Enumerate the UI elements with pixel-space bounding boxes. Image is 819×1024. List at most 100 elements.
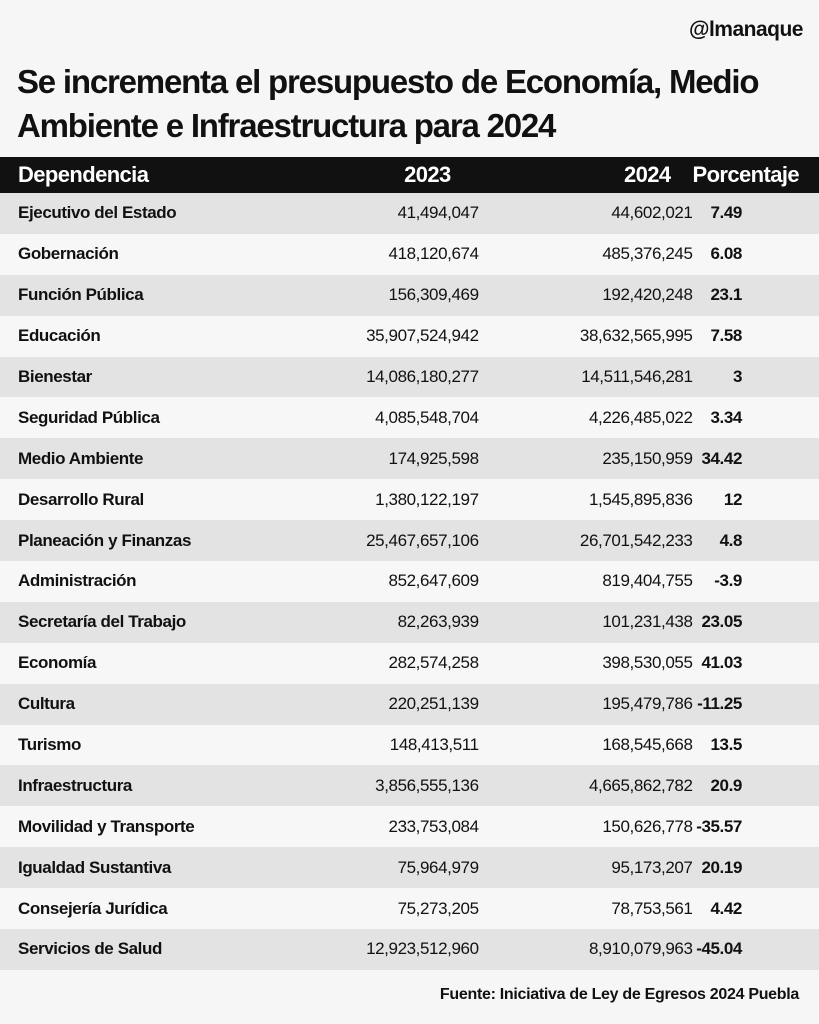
table-row: Economía 282,574,258 398,530,055 41.03: [0, 642, 819, 684]
percentage-cell: 23.05: [701, 612, 742, 632]
value-2024-cell: 150,626,778: [602, 816, 693, 836]
table-row: Administración 852,647,609 819,404,755 -3.9: [0, 561, 819, 602]
value-2023-cell: 852,647,609: [388, 571, 480, 591]
value-2023-cell: 35,907,524,942: [366, 326, 479, 346]
value-2024-cell: 168,545,668: [602, 735, 693, 755]
dependencia-cell: Medio Ambiente: [18, 448, 144, 468]
value-2024-cell: 192,420,248: [602, 285, 693, 305]
table-row: Bienestar 14,086,180,277 14,511,546,281 3: [0, 356, 819, 398]
dependencia-cell: Administración: [18, 571, 137, 591]
percentage-cell: 3: [732, 367, 742, 386]
percentage-cell: 4.8: [719, 530, 743, 550]
value-2023-cell: 4,085,548,704: [375, 407, 479, 427]
value-2024-cell: 44,602,021: [611, 203, 693, 223]
dependencia-cell: Planeación y Finanzas: [18, 530, 191, 550]
percentage-cell: 13.5: [710, 735, 743, 755]
table-row: Educación 35,907,524,942 38,632,565,995 7.5…: [0, 315, 819, 357]
dependencia-cell: Movilidad y Transporte: [18, 816, 195, 836]
table-row: Ejecutivo del Estado 41,494,047 44,602,021…: [0, 193, 819, 234]
value-2023-cell: 1,380,122,197: [375, 489, 479, 509]
dependencia-cell: Infraestructura: [18, 775, 132, 795]
table-row: Gobernación 418,120,674 485,376,245 6.08: [0, 233, 819, 275]
percentage-cell: 7.58: [710, 326, 743, 346]
value-2023-cell: 3,856,555,136: [375, 775, 479, 795]
brand-logo: @lmanaque: [688, 18, 804, 41]
value-2023-cell: 12,923,512,960: [366, 939, 479, 959]
percentage-cell: 7.49: [710, 203, 743, 223]
percentage-cell: -45.04: [696, 939, 742, 959]
percentage-cell: 12: [723, 489, 743, 509]
percentage-cell: 23.1: [710, 285, 743, 305]
value-2024-cell: 1,545,895,836: [588, 489, 693, 509]
table-row: Función Pública 156,309,469 192,420,248 23.…: [0, 274, 819, 316]
value-2023-cell: 148,413,511: [389, 735, 479, 755]
page-title: Se incrementa el presupuesto de Economía…: [17, 63, 760, 144]
value-2023-cell: 156,309,469: [388, 285, 480, 305]
value-2024-cell: 398,530,055: [602, 653, 693, 673]
value-2024-cell: 4,226,485,022: [588, 407, 693, 427]
table-header: Dependencia 2023 2024 Porcentaje: [0, 157, 819, 193]
percentage-cell: 3.34: [710, 407, 743, 427]
value-2023-cell: 75,273,205: [397, 898, 479, 918]
table-row: Cultura 220,251,139 195,479,786 -11.25: [0, 683, 819, 725]
table-row: Servicios de Salud 12,923,512,960 8,910,07…: [0, 929, 819, 970]
budget-table: Dependencia 2023 2024 Porcentaje Ejecuti…: [0, 157, 819, 970]
header-2023: 2023: [404, 162, 451, 187]
value-2023-cell: 25,467,657,106: [366, 530, 479, 550]
header-dependencia: Dependencia: [18, 162, 149, 187]
dependencia-cell: Consejería Jurídica: [18, 898, 168, 918]
value-2023-cell: 220,251,139: [388, 694, 480, 714]
dependencia-cell: Secretaría del Trabajo: [18, 612, 186, 632]
value-2024-cell: 819,404,755: [602, 571, 693, 591]
value-2024-cell: 485,376,245: [602, 244, 693, 264]
table-row: Seguridad Pública 4,085,548,704 4,226,485,…: [0, 397, 819, 439]
table-row: Secretaría del Trabajo 82,263,939 101,231,…: [0, 601, 819, 643]
dependencia-cell: Servicios de Salud: [18, 939, 162, 959]
value-2024-cell: 95,173,207: [611, 857, 693, 877]
dependencia-cell: Seguridad Pública: [18, 407, 160, 427]
table-row: Movilidad y Transporte 233,753,084 150,626…: [0, 806, 819, 848]
table-row: Planeación y Finanzas 25,467,657,106 26,70…: [0, 520, 819, 562]
value-2023-cell: 41,494,047: [397, 203, 479, 223]
dependencia-cell: Ejecutivo del Estado: [18, 203, 177, 223]
dependencia-cell: Gobernación: [18, 244, 119, 264]
table-row: Turismo 148,413,511 168,545,668 13.5: [0, 724, 819, 766]
value-2024-cell: 8,910,079,963: [588, 939, 693, 959]
percentage-cell: 34.42: [701, 448, 742, 468]
percentage-cell: 4.42: [710, 898, 743, 918]
percentage-cell: 41.03: [701, 653, 742, 673]
dependencia-cell: Educación: [18, 326, 101, 346]
value-2024-cell: 4,665,862,782: [588, 775, 693, 795]
value-2023-cell: 418,120,674: [388, 244, 480, 264]
dependencia-cell: Desarrollo Rural: [18, 489, 144, 509]
source-note: Fuente: Iniciativa de Ley de Egresos 202…: [439, 986, 799, 1003]
value-2024-cell: 235,150,959: [602, 448, 693, 468]
percentage-cell: 6.08: [710, 244, 743, 264]
dependencia-cell: Función Pública: [18, 285, 144, 305]
value-2023-cell: 282,574,258: [388, 653, 480, 673]
dependencia-cell: Turismo: [18, 735, 82, 755]
table-row: Infraestructura 3,856,555,136 4,665,862,78…: [0, 765, 819, 807]
percentage-cell: -11.25: [697, 694, 742, 714]
header-porcentaje: Porcentaje: [692, 162, 800, 187]
dependencia-cell: Cultura: [18, 694, 75, 714]
value-2024-cell: 101,231,438: [602, 612, 693, 632]
header-2024: 2024: [623, 162, 671, 187]
value-2023-cell: 174,925,598: [388, 448, 480, 468]
value-2023-cell: 233,753,084: [388, 816, 480, 836]
value-2024-cell: 14,511,546,281: [581, 367, 693, 386]
dependencia-cell: Bienestar: [18, 367, 92, 386]
table-row: Igualdad Sustantiva 75,964,979 95,173,207 2…: [0, 847, 819, 889]
dependencia-cell: Igualdad Sustantiva: [18, 857, 171, 877]
value-2023-cell: 82,263,939: [397, 612, 479, 632]
percentage-cell: 20.19: [701, 857, 742, 877]
percentage-cell: -3.9: [714, 571, 742, 591]
value-2024-cell: 195,479,786: [602, 694, 693, 714]
percentage-cell: 20.9: [710, 775, 743, 795]
value-2024-cell: 26,701,542,233: [579, 530, 693, 550]
table-row: Consejería Jurídica 75,273,205 78,753,561 4…: [0, 888, 819, 930]
table-row: Medio Ambiente 174,925,598 235,150,959 34.4…: [0, 438, 819, 480]
dependencia-cell: Economía: [18, 653, 97, 673]
table-row: Desarrollo Rural 1,380,122,197 1,545,895,8…: [0, 479, 819, 521]
value-2024-cell: 38,632,565,995: [579, 326, 693, 346]
